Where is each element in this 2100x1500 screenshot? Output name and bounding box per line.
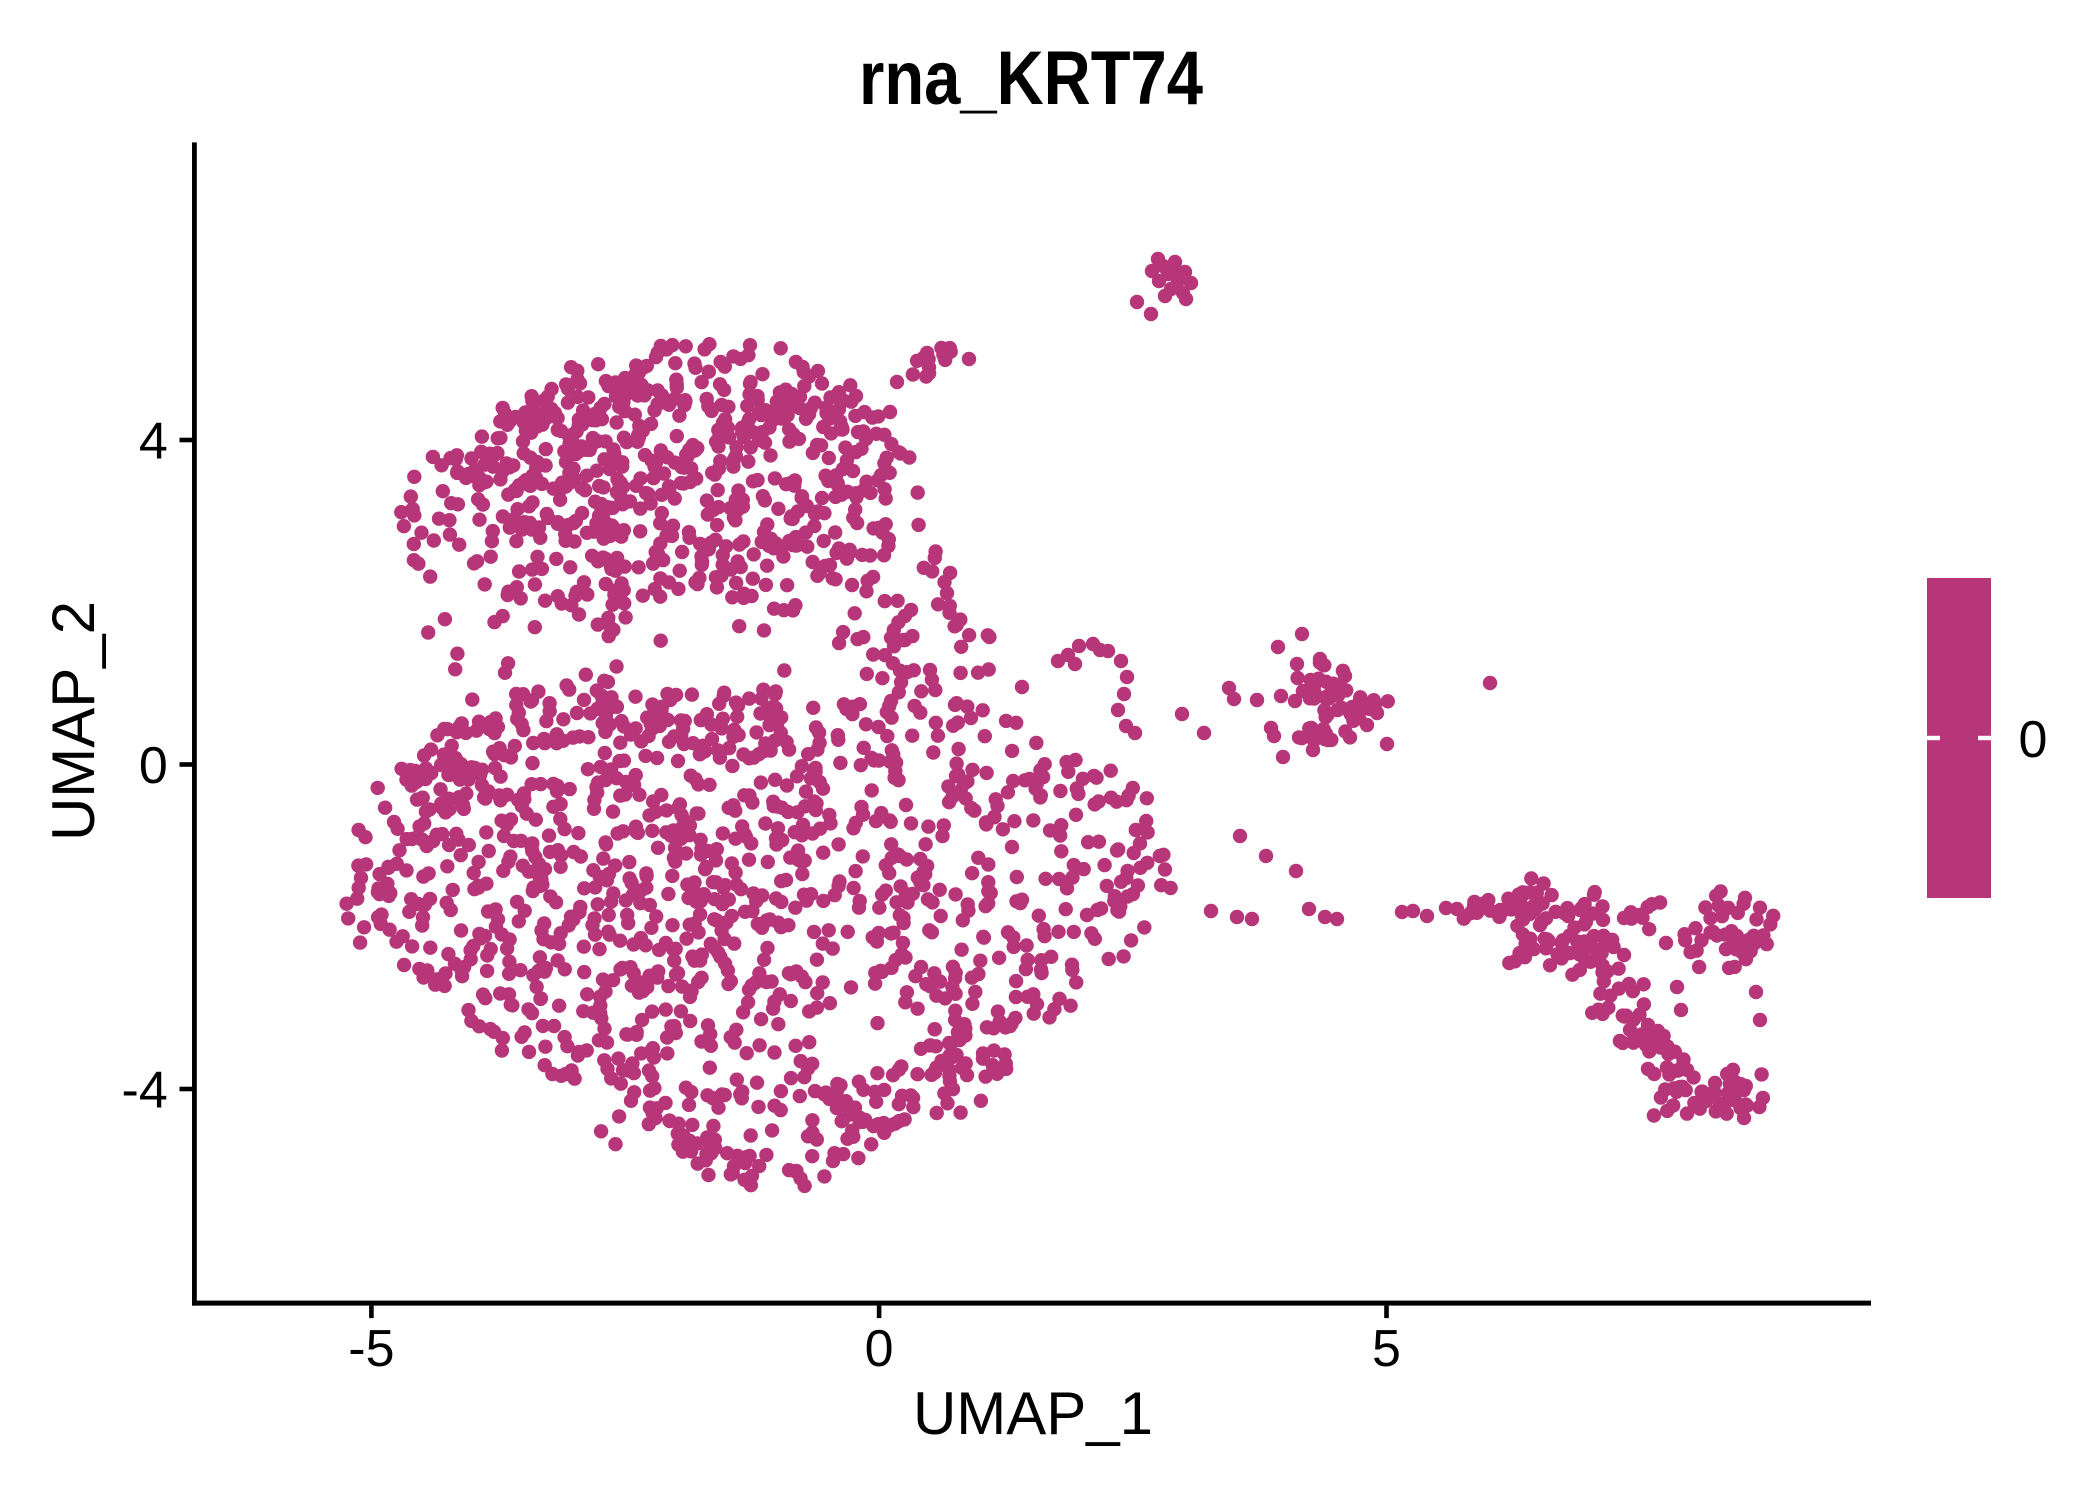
svg-text:5: 5	[1372, 1320, 1401, 1378]
svg-text:rna_KRT74: rna_KRT74	[859, 36, 1203, 121]
svg-text:-4: -4	[122, 1062, 168, 1120]
svg-text:0: 0	[2019, 711, 2048, 769]
svg-text:0: 0	[865, 1320, 894, 1378]
svg-text:4: 4	[139, 413, 168, 471]
svg-text:UMAP_2: UMAP_2	[40, 601, 107, 841]
svg-text:0: 0	[139, 737, 168, 795]
svg-text:-5: -5	[348, 1320, 394, 1378]
svg-text:UMAP_1: UMAP_1	[913, 1380, 1153, 1447]
